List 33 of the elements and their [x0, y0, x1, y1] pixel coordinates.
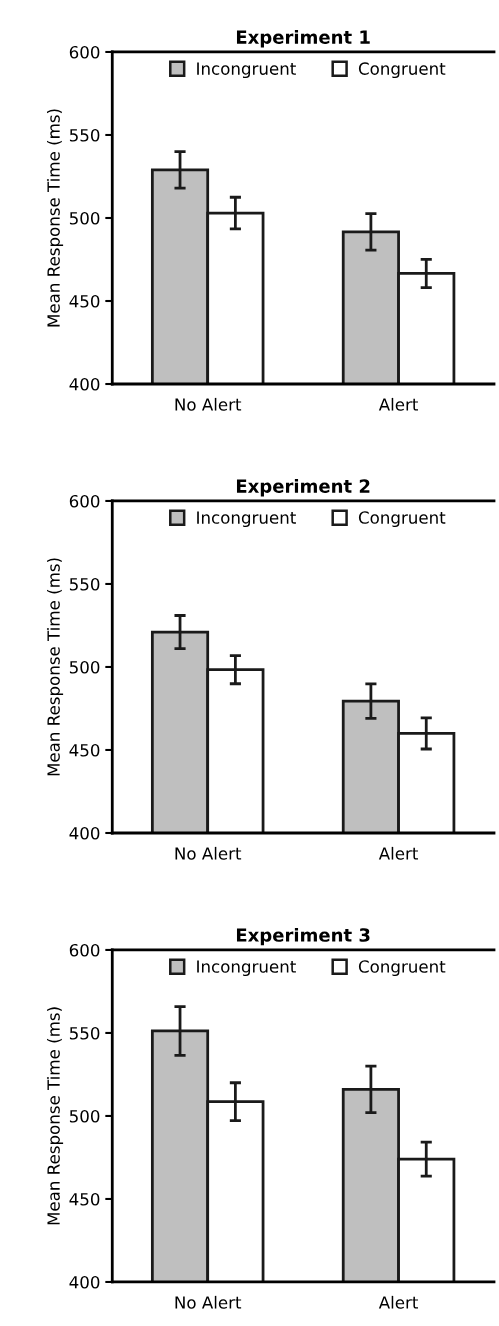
y-tick-label: 600 [69, 943, 100, 957]
y-axis-title: Mean Response Time (ms) [46, 109, 64, 327]
y-tick-label: 400 [69, 826, 100, 840]
y-axis-title: Mean Response Time (ms) [46, 558, 64, 776]
legend-label: Incongruent [197, 960, 296, 977]
chart-title: Experiment 3 [236, 927, 370, 946]
y-tick-label: 550 [69, 577, 100, 591]
x-tick-label: Alert [378, 846, 419, 860]
y-tick-label: 450 [69, 743, 100, 757]
legend-label: Congruent [358, 511, 446, 528]
legend-label: Congruent [358, 960, 446, 977]
y-tick-label: 400 [69, 377, 100, 391]
y-tick-label: 500 [69, 660, 100, 674]
legend-label: Incongruent [197, 511, 296, 528]
y-tick-label: 550 [69, 128, 100, 142]
x-tick-label: Alert [378, 397, 419, 411]
y-tick-label: 400 [69, 1275, 100, 1289]
legend-label: Congruent [358, 62, 446, 79]
y-tick-label: 550 [69, 1026, 100, 1040]
y-tick-label: 450 [69, 294, 100, 308]
y-tick-label: 500 [69, 211, 100, 225]
y-tick-label: 600 [69, 494, 100, 508]
legend-label: Incongruent [197, 62, 296, 79]
y-axis-title: Mean Response Time (ms) [46, 1007, 64, 1225]
chart-title: Experiment 1 [236, 29, 370, 48]
y-tick-label: 500 [69, 1109, 100, 1123]
x-tick-label: Alert [378, 1295, 419, 1309]
chart-title: Experiment 2 [236, 478, 370, 497]
x-tick-label: No Alert [175, 397, 242, 411]
x-tick-label: No Alert [175, 846, 242, 860]
y-tick-label: 450 [69, 1192, 100, 1206]
x-tick-label: No Alert [175, 1295, 242, 1309]
y-tick-label: 600 [69, 45, 100, 59]
